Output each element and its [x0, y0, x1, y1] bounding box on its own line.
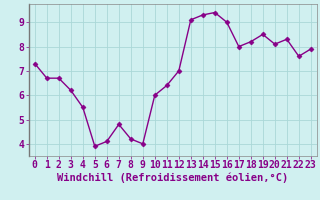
X-axis label: Windchill (Refroidissement éolien,°C): Windchill (Refroidissement éolien,°C) — [57, 173, 288, 183]
